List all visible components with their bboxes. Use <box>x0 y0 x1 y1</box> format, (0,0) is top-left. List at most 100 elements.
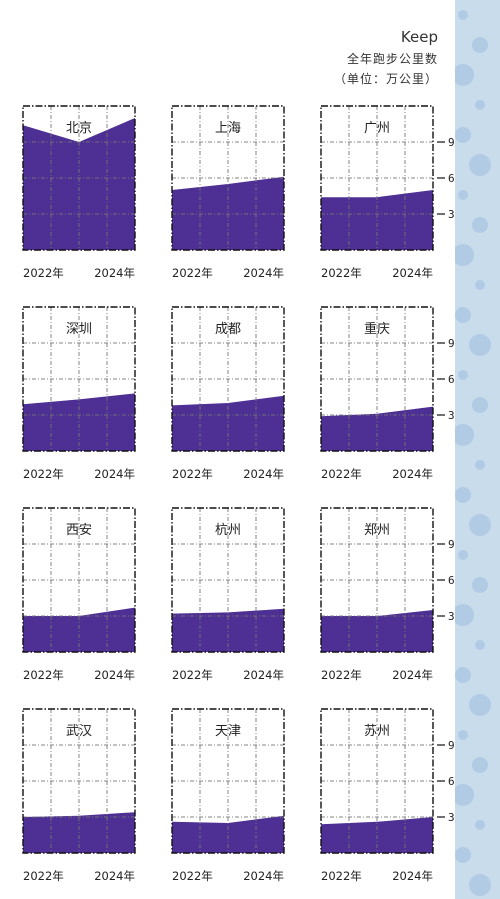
city-name: 西安 <box>66 523 92 538</box>
city-name: 成都 <box>215 322 241 337</box>
strip-blob <box>455 487 471 503</box>
x-tick-label: 2024年 <box>243 266 284 280</box>
city-name: 郑州 <box>364 523 390 538</box>
city-name: 苏州 <box>364 723 390 739</box>
decorative-floral-strip <box>455 0 500 899</box>
panel-frame <box>320 306 434 452</box>
x-tick-label: 2022年 <box>23 467 64 481</box>
x-tick-label: 2024年 <box>243 467 284 481</box>
panel-frame <box>171 507 285 653</box>
strip-blob <box>455 667 471 683</box>
x-tick-label: 2022年 <box>172 869 213 883</box>
panel-frame <box>22 708 136 854</box>
x-tick-label: 2024年 <box>94 266 135 280</box>
strip-blob <box>458 730 468 740</box>
x-tick-label: 2022年 <box>321 869 362 883</box>
y-tick-label: 9000 <box>448 337 455 350</box>
city-panel: 西安 2022年 2024年 <box>22 507 136 682</box>
panel-frame <box>171 708 285 854</box>
city-panel: 广州 2022年 2024年 9000 6000 3000 <box>320 105 455 280</box>
strip-blob <box>458 10 468 20</box>
strip-blob <box>458 550 468 560</box>
y-tick-label: 3000 <box>448 208 455 221</box>
strip-blob <box>475 280 485 290</box>
city-panel: 杭州 2022年 2024年 <box>171 507 285 682</box>
city-name: 北京 <box>66 121 92 136</box>
y-tick-label: 9000 <box>448 739 455 752</box>
panel-frame <box>320 105 434 251</box>
y-tick-label: 3000 <box>448 811 455 824</box>
x-tick-label: 2022年 <box>23 869 64 883</box>
strip-blob <box>458 190 468 200</box>
x-tick-label: 2024年 <box>243 668 284 682</box>
city-panel: 郑州 2022年 2024年 9000 6000 3000 <box>320 507 455 682</box>
strip-blob <box>475 640 485 650</box>
panel-frame <box>22 507 136 653</box>
strip-blob <box>469 514 491 536</box>
strip-blob <box>455 424 474 446</box>
strip-blob <box>455 784 474 806</box>
strip-blob <box>455 127 471 143</box>
strip-blob <box>472 397 488 413</box>
x-tick-label: 2022年 <box>321 668 362 682</box>
panel-frame <box>171 306 285 452</box>
city-name: 上海 <box>215 121 241 136</box>
city-name: 杭州 <box>215 523 241 538</box>
x-tick-label: 2022年 <box>23 266 64 280</box>
panel-frame <box>320 507 434 653</box>
x-tick-label: 2024年 <box>94 467 135 481</box>
strip-blob <box>469 334 491 356</box>
y-tick-label: 3000 <box>448 409 455 422</box>
city-name: 深圳 <box>66 322 92 337</box>
unit-label: （单位：万公里） <box>333 72 438 86</box>
city-panel: 重庆 2022年 2024年 9000 6000 3000 <box>320 306 455 481</box>
strip-blob <box>469 694 491 716</box>
brand-label: Keep <box>400 28 438 46</box>
panel-frame <box>320 708 434 854</box>
x-tick-label: 2024年 <box>94 869 135 883</box>
city-name: 武汉 <box>66 724 92 739</box>
x-tick-label: 2024年 <box>392 869 433 883</box>
y-tick-label: 6000 <box>448 373 455 386</box>
strip-background <box>455 0 500 899</box>
panel-frame <box>22 306 136 452</box>
y-tick-label: 9000 <box>448 538 455 551</box>
x-tick-label: 2024年 <box>243 869 284 883</box>
x-tick-label: 2024年 <box>94 668 135 682</box>
strip-blob <box>469 154 491 176</box>
y-tick-label: 6000 <box>448 775 455 788</box>
area-series <box>172 176 284 250</box>
x-tick-label: 2022年 <box>172 266 213 280</box>
x-tick-label: 2024年 <box>392 467 433 481</box>
strip-blob <box>455 64 474 86</box>
strip-blob <box>458 370 468 380</box>
y-tick-label: 9000 <box>448 136 455 149</box>
chart-title: 全年跑步公里数 <box>346 52 438 66</box>
city-panel: 天津 2022年 2024年 <box>171 708 285 883</box>
city-name: 广州 <box>364 121 390 136</box>
strip-blob <box>472 577 488 593</box>
small-multiples-chart: 北京 2022年 2024年 上海 2022年 2024年 广州 2022年 2024年 9000… <box>22 105 455 883</box>
city-panel: 武汉 2022年 2024年 <box>22 708 136 883</box>
panel-frame <box>171 105 285 251</box>
strip-blob <box>472 217 488 233</box>
area-series <box>172 815 284 853</box>
strip-blob <box>469 874 491 896</box>
strip-blob <box>475 460 485 470</box>
strip-blob <box>455 244 474 266</box>
city-panel: 上海 2022年 2024年 <box>171 105 285 280</box>
y-tick-label: 6000 <box>448 172 455 185</box>
city-name: 天津 <box>215 724 241 739</box>
city-panel: 成都 2022年 2024年 <box>171 306 285 481</box>
city-name: 重庆 <box>364 321 390 337</box>
city-panel: 苏州 2022年 2024年 9000 6000 3000 <box>320 708 455 883</box>
y-tick-label: 3000 <box>448 610 455 623</box>
x-tick-label: 2022年 <box>172 668 213 682</box>
city-panel: 北京 2022年 2024年 <box>22 105 136 280</box>
city-panel: 深圳 2022年 2024年 <box>22 306 136 481</box>
x-tick-label: 2022年 <box>321 266 362 280</box>
x-tick-label: 2024年 <box>392 266 433 280</box>
panel-frame <box>22 105 136 251</box>
strip-blob <box>475 100 485 110</box>
